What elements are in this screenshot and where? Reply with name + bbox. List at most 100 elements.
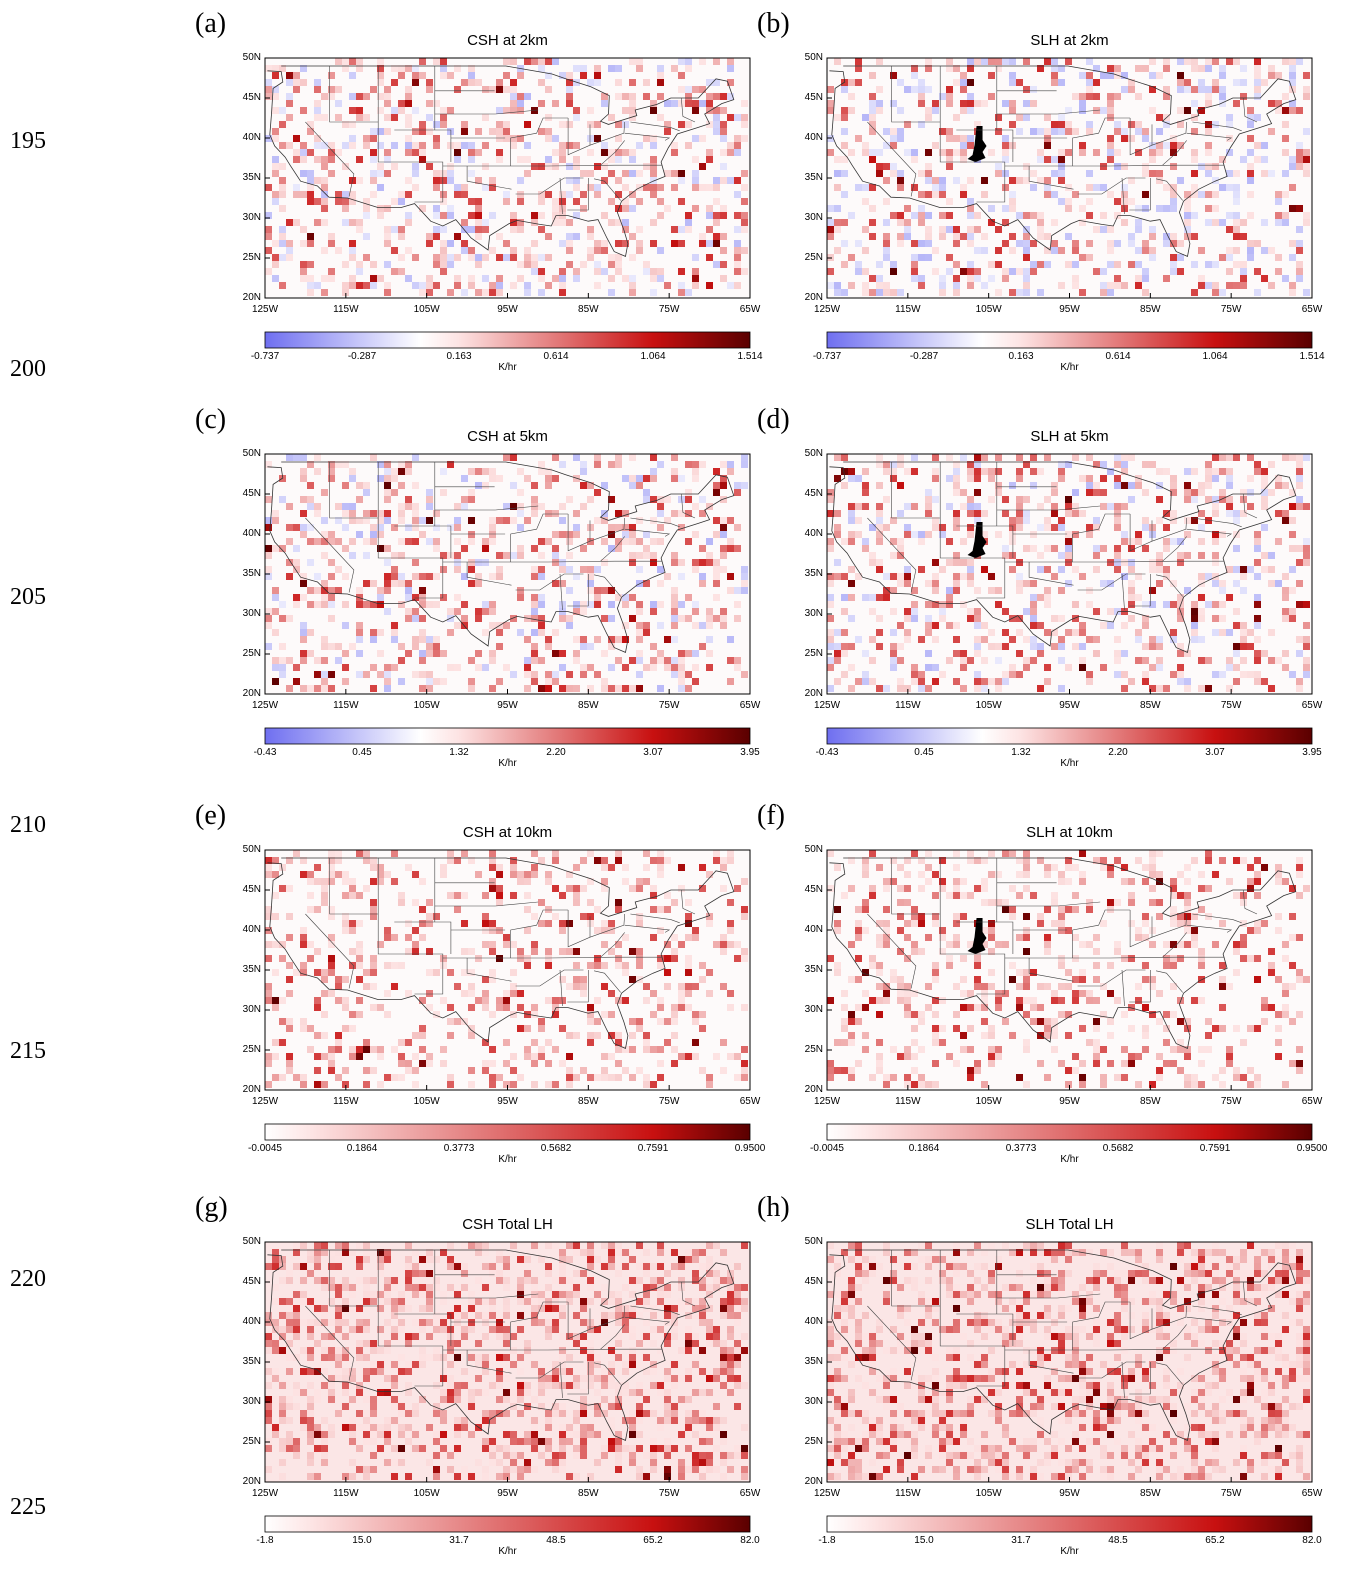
heat-cell bbox=[594, 261, 601, 268]
heat-cell bbox=[827, 233, 834, 240]
heat-cell bbox=[279, 1074, 286, 1081]
heat-cell bbox=[967, 1046, 974, 1053]
heat-cell bbox=[475, 997, 482, 1004]
heat-cell bbox=[615, 1046, 622, 1053]
heat-cell bbox=[1051, 489, 1058, 496]
heat-cell bbox=[862, 927, 869, 934]
heat-cell bbox=[636, 636, 643, 643]
heat-cell bbox=[911, 212, 918, 219]
heat-cell bbox=[531, 1081, 538, 1088]
heat-cell bbox=[876, 524, 883, 531]
heat-cell bbox=[405, 650, 412, 657]
heat-cell bbox=[1030, 615, 1037, 622]
heat-cell bbox=[890, 643, 897, 650]
heat-cell bbox=[827, 664, 834, 671]
heat-cell bbox=[370, 899, 377, 906]
heat-cell bbox=[293, 156, 300, 163]
heat-cell bbox=[601, 878, 608, 885]
heat-cell bbox=[1086, 198, 1093, 205]
heat-cell bbox=[1205, 149, 1212, 156]
heat-cell bbox=[461, 573, 468, 580]
heat-cell bbox=[974, 503, 981, 510]
heat-cell bbox=[897, 219, 904, 226]
heat-cell bbox=[953, 289, 960, 296]
heat-cell bbox=[286, 1270, 293, 1277]
heat-cell bbox=[706, 212, 713, 219]
heat-cell bbox=[622, 997, 629, 1004]
heat-cell bbox=[384, 559, 391, 566]
heat-cell bbox=[1282, 219, 1289, 226]
heat-cell bbox=[496, 864, 503, 871]
heat-cell bbox=[741, 955, 748, 962]
heat-cell bbox=[1100, 489, 1107, 496]
heat-cell bbox=[1051, 482, 1058, 489]
heat-cell bbox=[545, 156, 552, 163]
heat-cell bbox=[988, 899, 995, 906]
heat-cell bbox=[1030, 601, 1037, 608]
heat-cell bbox=[1296, 454, 1303, 461]
heat-cell bbox=[454, 503, 461, 510]
heat-cell bbox=[1114, 941, 1121, 948]
heat-cell bbox=[356, 531, 363, 538]
heat-cell bbox=[335, 1032, 342, 1039]
heat-cell bbox=[545, 1039, 552, 1046]
heat-cell bbox=[713, 58, 720, 65]
heat-cell bbox=[855, 906, 862, 913]
heat-cell bbox=[531, 871, 538, 878]
heat-cell bbox=[1261, 650, 1268, 657]
heat-cell bbox=[1212, 475, 1219, 482]
heat-cell bbox=[827, 850, 834, 857]
heat-cell bbox=[272, 1263, 279, 1270]
heat-cell bbox=[1086, 899, 1093, 906]
colorbar-unit: K/hr bbox=[498, 362, 517, 373]
heat-cell bbox=[1254, 871, 1261, 878]
heat-cell bbox=[328, 1067, 335, 1074]
heat-cell bbox=[412, 65, 419, 72]
heat-cell bbox=[440, 170, 447, 177]
heat-cell bbox=[342, 1025, 349, 1032]
heat-cell bbox=[967, 282, 974, 289]
heat-cell bbox=[356, 114, 363, 121]
heat-cell bbox=[1205, 170, 1212, 177]
heat-cell bbox=[827, 997, 834, 1004]
heat-cell bbox=[328, 275, 335, 282]
heat-cell bbox=[657, 247, 664, 254]
heat-cell bbox=[1142, 671, 1149, 678]
state-boundary bbox=[1162, 140, 1187, 166]
heat-cell bbox=[1142, 275, 1149, 282]
heat-cell bbox=[370, 135, 377, 142]
state-boundary bbox=[377, 122, 444, 203]
heat-cell bbox=[932, 496, 939, 503]
heat-cell bbox=[1037, 149, 1044, 156]
heat-cell bbox=[1100, 72, 1107, 79]
heat-cell bbox=[1170, 955, 1177, 962]
heat-cell bbox=[559, 650, 566, 657]
heat-cell bbox=[384, 545, 391, 552]
heat-cell bbox=[1065, 906, 1072, 913]
heat-cell bbox=[454, 282, 461, 289]
heat-cell bbox=[713, 857, 720, 864]
heat-cell bbox=[300, 496, 307, 503]
heat-cell bbox=[720, 622, 727, 629]
heat-cell bbox=[636, 170, 643, 177]
heat-cell bbox=[349, 275, 356, 282]
heat-cell bbox=[328, 615, 335, 622]
heat-cell bbox=[1282, 510, 1289, 517]
heat-cell bbox=[995, 226, 1002, 233]
heat-cell bbox=[1240, 275, 1247, 282]
heat-cell bbox=[517, 100, 524, 107]
heat-cell bbox=[1177, 559, 1184, 566]
heat-cell bbox=[566, 142, 573, 149]
lat-tick-label: 45N bbox=[804, 884, 823, 895]
heat-cell bbox=[960, 1046, 967, 1053]
heat-cell bbox=[601, 962, 608, 969]
heat-cell bbox=[1268, 552, 1275, 559]
heat-cell bbox=[587, 566, 594, 573]
colorbar-tick-label: 0.614 bbox=[1105, 351, 1131, 362]
heat-cell bbox=[1254, 573, 1261, 580]
heat-cell bbox=[433, 233, 440, 240]
heat-cell bbox=[398, 1053, 405, 1060]
heat-cell bbox=[531, 594, 538, 601]
heat-cell bbox=[1093, 857, 1100, 864]
heat-cell bbox=[489, 878, 496, 885]
